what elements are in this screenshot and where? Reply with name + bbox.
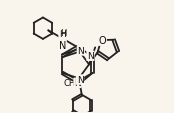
Text: H: H — [61, 28, 67, 37]
Text: H
N: H N — [59, 29, 66, 49]
Text: CH₃: CH₃ — [64, 79, 79, 88]
Text: O: O — [98, 36, 106, 46]
Text: N: N — [77, 47, 84, 55]
Text: N: N — [77, 75, 84, 84]
Text: N: N — [87, 52, 94, 61]
Text: N: N — [59, 40, 66, 50]
Text: N: N — [74, 79, 81, 88]
